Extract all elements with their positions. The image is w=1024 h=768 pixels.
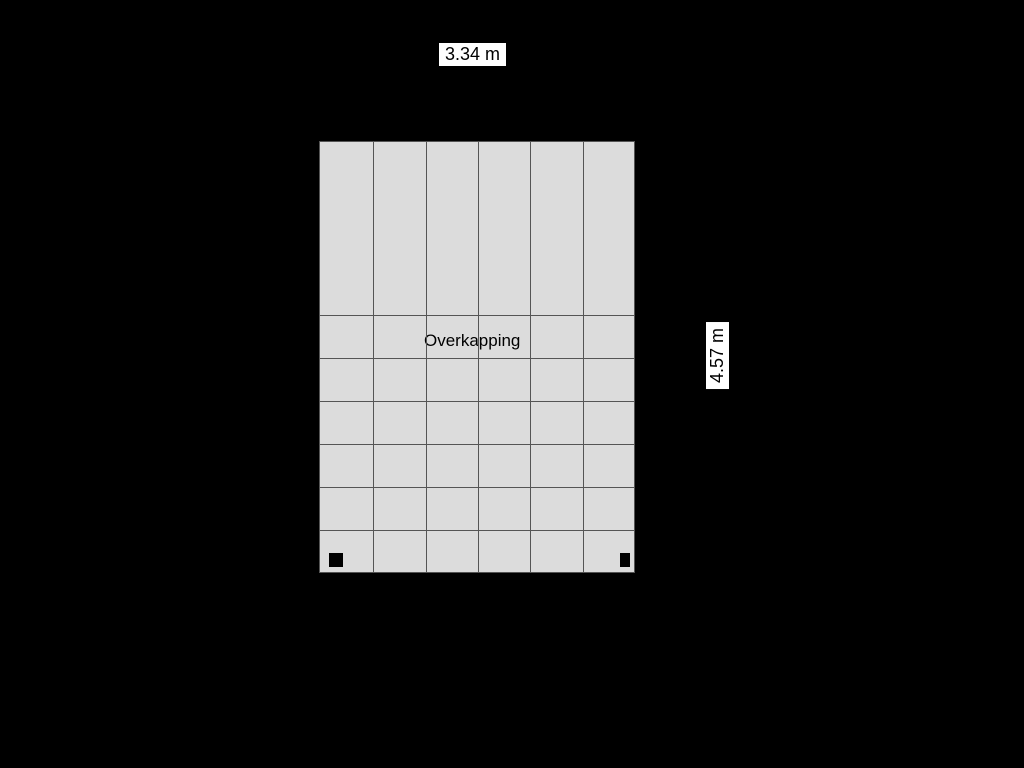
support-post: [329, 553, 343, 567]
dimension-width-label: 3.34 m: [439, 43, 506, 66]
gridline-horizontal: [320, 530, 634, 531]
gridline-vertical: [373, 142, 374, 572]
gridline-horizontal: [320, 358, 634, 359]
gridline-vertical: [583, 142, 584, 572]
gridline-horizontal: [320, 315, 634, 316]
support-post: [620, 553, 630, 567]
gridline-vertical: [530, 142, 531, 572]
room-label-overkapping: Overkapping: [424, 331, 520, 351]
gridline-horizontal: [320, 487, 634, 488]
gridline-vertical: [478, 142, 479, 572]
dimension-height-label: 4.57 m: [706, 322, 729, 389]
floor-plan: Overkapping: [319, 141, 635, 573]
gridline-horizontal: [320, 401, 634, 402]
gridline-vertical: [426, 142, 427, 572]
gridline-horizontal: [320, 444, 634, 445]
